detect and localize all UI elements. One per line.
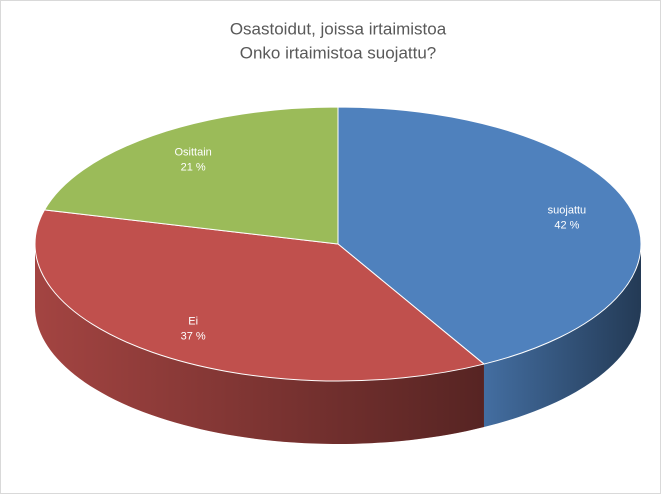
value-label: 37 % (181, 330, 206, 342)
value-label: 21 % (181, 161, 206, 173)
category-label: Osittain (174, 146, 211, 158)
chart-title: Osastoidut, joissa irtaimistoa (230, 19, 447, 38)
value-label: 42 % (554, 219, 579, 231)
pie-slice (337, 106, 642, 365)
pie-slice-side-shade (483, 244, 642, 428)
pie-slice (43, 106, 339, 245)
chart-subtitle: Onko irtaimistoa suojattu? (240, 43, 437, 62)
pie-slice (34, 209, 486, 382)
category-label: Ei (188, 315, 198, 327)
pie-slice-side-shade (35, 244, 484, 445)
category-label: suojattu (548, 204, 587, 216)
